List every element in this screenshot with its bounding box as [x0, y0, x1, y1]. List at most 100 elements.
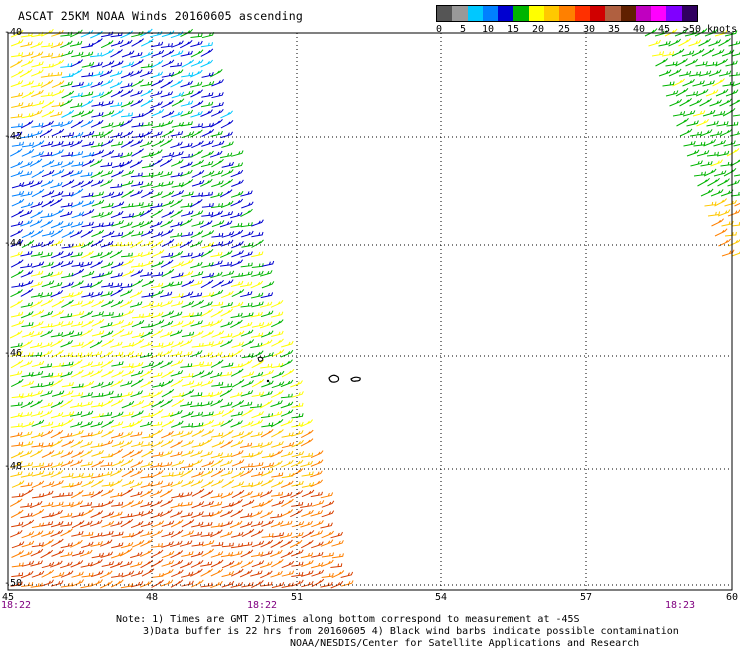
wind-barb — [180, 50, 193, 57]
wind-barb — [715, 58, 728, 67]
wind-barb — [231, 481, 245, 489]
wind-barb — [40, 462, 53, 469]
wind-barb — [271, 441, 284, 448]
wind-barb — [291, 549, 304, 557]
wind-barb — [692, 80, 705, 87]
wind-barb — [71, 211, 85, 219]
wind-barb — [121, 269, 135, 277]
wind-barb — [71, 110, 85, 118]
wind-barb — [201, 203, 214, 208]
wind-barb — [150, 158, 163, 167]
wind-barb — [161, 569, 174, 577]
wind-barb — [60, 313, 73, 319]
wind-barb — [50, 270, 63, 278]
wind-barb — [150, 131, 163, 138]
wind-barb — [81, 508, 94, 517]
wind-barb — [140, 130, 153, 138]
wind-barb — [141, 108, 155, 117]
wind-barb — [230, 411, 243, 417]
wind-barb — [180, 468, 193, 478]
wind-barb — [20, 550, 33, 558]
wind-barb — [270, 539, 284, 548]
scale-swatch — [574, 6, 590, 21]
wind-barb — [50, 239, 64, 247]
wind-barb — [30, 281, 43, 288]
wind-barb — [40, 298, 54, 307]
wind-barb — [181, 59, 195, 68]
wind-barb — [140, 549, 153, 558]
wind-barb — [51, 149, 64, 157]
wind-barb — [89, 340, 103, 349]
wind-barb — [10, 269, 24, 279]
wind-barb — [50, 429, 64, 439]
wind-barb — [31, 522, 45, 529]
wind-barb — [230, 198, 244, 207]
wind-barb — [91, 222, 104, 229]
wind-barb — [69, 169, 83, 177]
wind-barb — [321, 530, 335, 539]
wind-barb — [20, 311, 34, 319]
wind-barb — [725, 89, 739, 97]
wind-barb — [280, 379, 294, 388]
wind-barb — [241, 528, 255, 538]
wind-barb — [261, 281, 275, 289]
wind-barb — [171, 293, 184, 299]
wind-barb — [120, 71, 134, 79]
wind-barb — [100, 471, 113, 477]
wind-barb — [111, 319, 125, 327]
wind-barb — [160, 91, 174, 98]
wind-barb — [100, 322, 113, 329]
wind-barb — [706, 151, 719, 157]
wind-barb — [210, 210, 224, 218]
wind-barb — [300, 539, 314, 549]
wind-barb — [260, 539, 274, 548]
wind-barb — [50, 190, 64, 198]
wind-barb — [141, 279, 155, 287]
wind-barb — [159, 138, 173, 147]
wind-barb — [81, 472, 94, 479]
wind-barb — [81, 250, 94, 259]
wind-barb — [150, 71, 164, 79]
wind-barb — [200, 191, 213, 197]
wind-barb — [30, 399, 43, 408]
wind-barb — [50, 320, 64, 328]
wind-barb — [200, 450, 213, 458]
wind-barb — [300, 438, 314, 447]
wind-barb — [100, 488, 114, 497]
wind-barb — [191, 488, 205, 497]
wind-barb — [41, 381, 54, 388]
wind-barb — [210, 509, 223, 517]
wind-barb — [110, 89, 124, 98]
wind-barb — [161, 419, 175, 428]
wind-barb — [260, 498, 273, 508]
wind-barb — [231, 179, 244, 187]
wind-barb — [170, 172, 183, 178]
wind-barb — [171, 392, 185, 398]
wind-barb — [271, 559, 284, 568]
wind-barb — [151, 78, 164, 87]
wind-barb — [20, 279, 34, 287]
wind-barb — [21, 230, 35, 239]
wind-barb — [230, 348, 243, 358]
wind-barb — [271, 349, 285, 357]
wind-barb — [150, 469, 164, 478]
color-scale-bar — [436, 5, 698, 22]
wind-barb — [240, 442, 253, 448]
wind-barb — [271, 491, 284, 497]
wind-barb — [111, 370, 124, 378]
wind-barb — [191, 370, 205, 378]
wind-barb — [270, 480, 284, 488]
wind-barb — [730, 159, 740, 167]
wind-barb — [111, 351, 124, 357]
wind-barb — [81, 61, 95, 68]
wind-barb — [100, 78, 114, 87]
wind-barb — [251, 471, 264, 477]
wind-barb — [150, 558, 164, 568]
wind-barb — [19, 431, 33, 438]
wind-barb — [31, 169, 45, 179]
wind-barb — [121, 369, 135, 377]
wind-barb — [290, 509, 303, 518]
wind-barb — [150, 208, 164, 218]
wind-barb — [250, 342, 263, 349]
wind-barb — [71, 429, 84, 437]
